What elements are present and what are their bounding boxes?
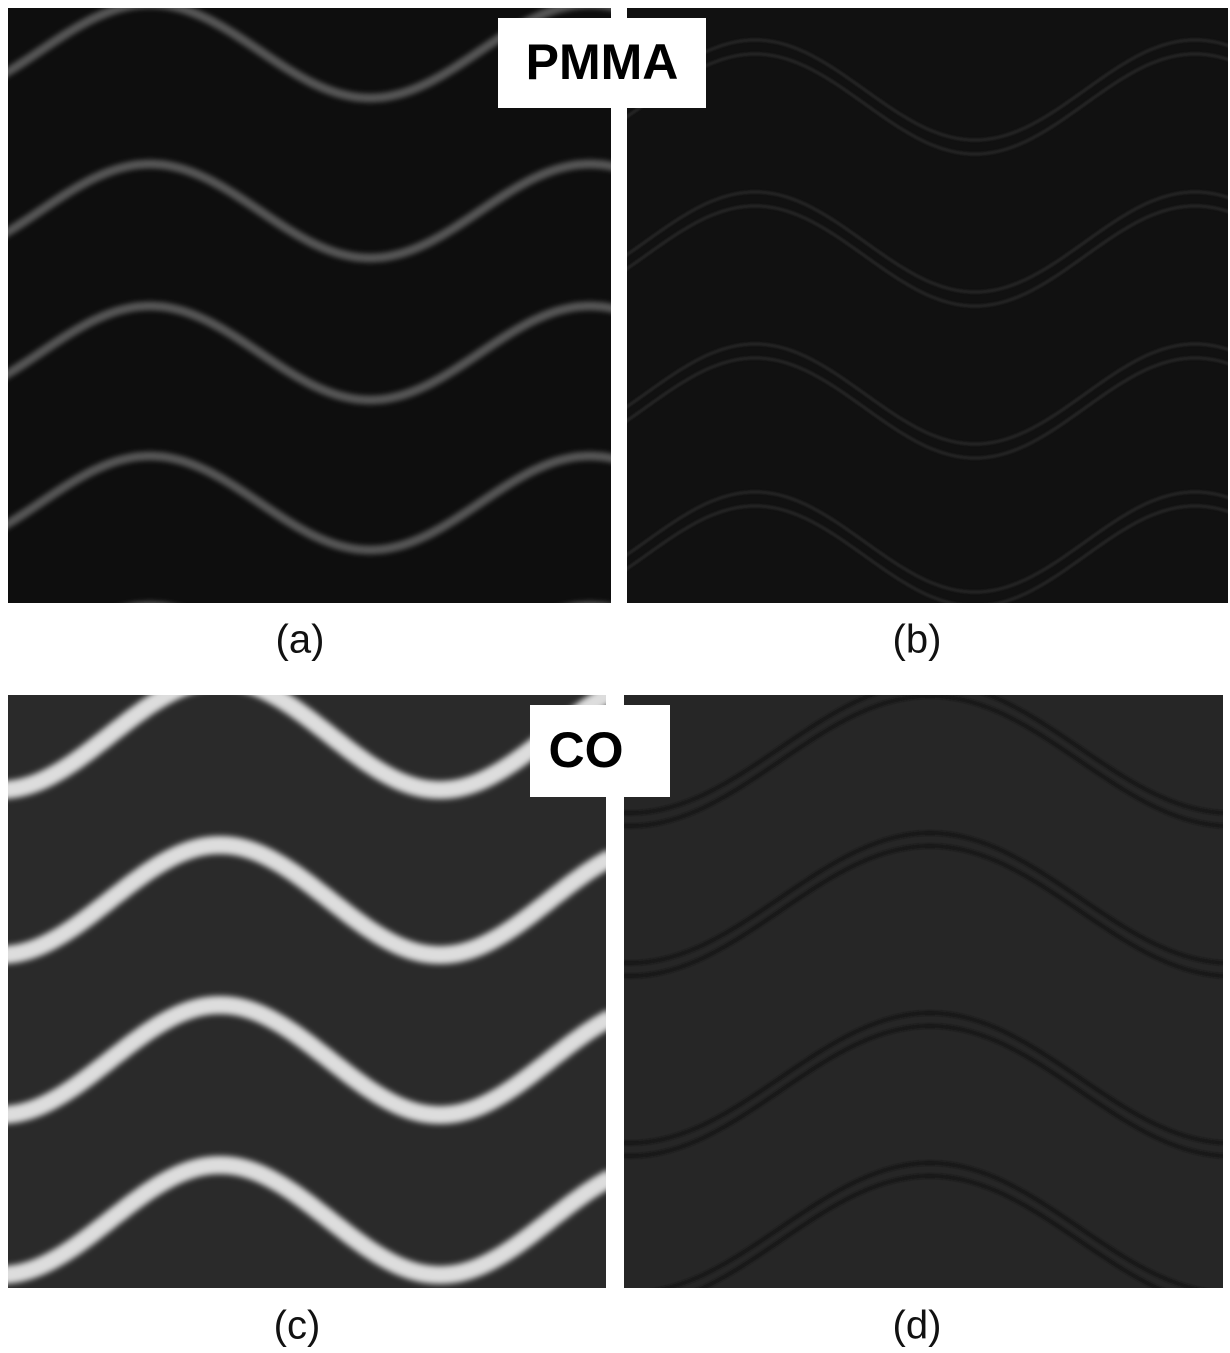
wave-line: [8, 451, 611, 555]
wave-line: [8, 695, 606, 800]
panel-d-image: [624, 695, 1223, 1288]
wave-line: [8, 995, 606, 1125]
wave-line: [627, 490, 1228, 594]
wave-line: [627, 204, 1228, 308]
caption: (c): [274, 1304, 321, 1348]
panel-b-image: [627, 8, 1228, 603]
label-box: [530, 705, 670, 797]
label-co: CO: [549, 722, 624, 778]
wave-line: [627, 342, 1228, 446]
caption: (d): [893, 1304, 942, 1348]
wave-line: [8, 159, 611, 263]
wave-line: [624, 1024, 1223, 1158]
wave-line: [624, 1011, 1223, 1145]
wave-line: [627, 38, 1228, 142]
wave-line: [658, 1161, 1202, 1288]
wave-line: [627, 356, 1228, 460]
wave-line: [624, 831, 1223, 965]
wave-line: [627, 190, 1228, 294]
wave-line: [624, 695, 1223, 828]
wave-line: [698, 1174, 1163, 1288]
wave-line: [624, 844, 1223, 978]
wave-line: [624, 695, 1223, 815]
label-box: [498, 18, 706, 108]
wave-line: [627, 504, 1228, 603]
label-pmma: PMMA: [526, 34, 679, 90]
caption: (a): [276, 618, 325, 662]
caption: (b): [893, 618, 942, 662]
wave-line: [8, 835, 606, 965]
wave-line: [8, 1155, 606, 1285]
wave-line: [627, 52, 1228, 156]
panel-c-image: [8, 695, 606, 1288]
wave-line: [8, 301, 611, 405]
